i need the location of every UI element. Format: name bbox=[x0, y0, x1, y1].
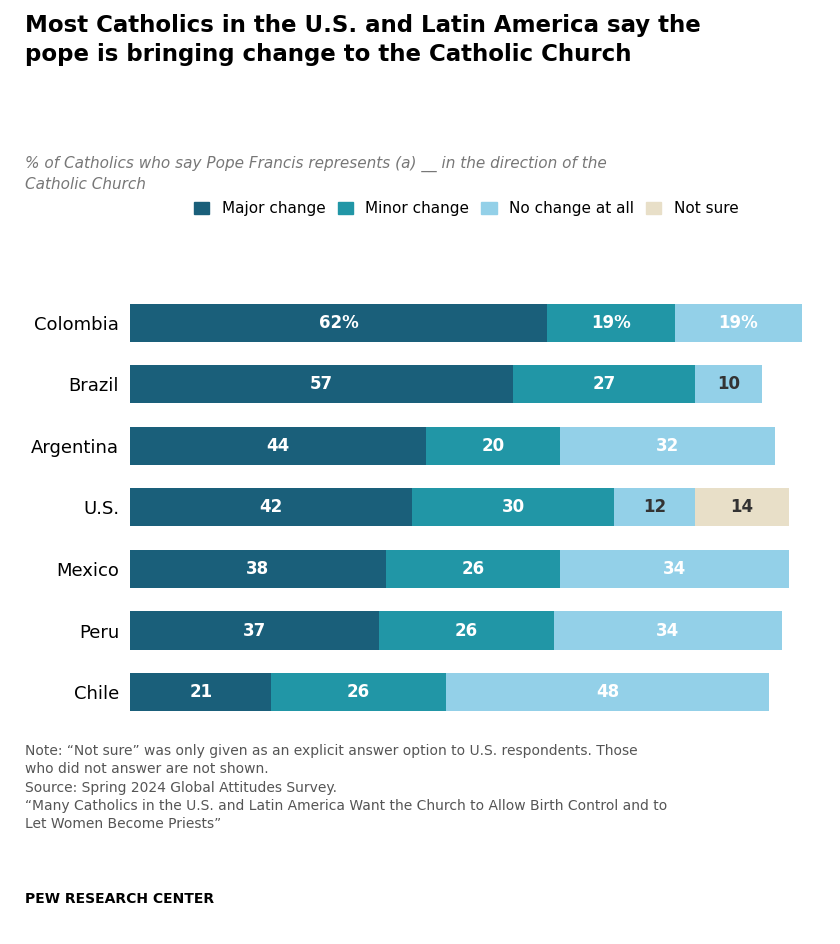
Bar bbox=[554, 612, 782, 649]
Bar bbox=[426, 427, 560, 464]
Bar bbox=[130, 612, 379, 649]
Text: 20: 20 bbox=[481, 437, 505, 455]
Text: 19%: 19% bbox=[591, 313, 631, 331]
Bar bbox=[379, 612, 554, 649]
Bar bbox=[695, 365, 762, 403]
Text: 57: 57 bbox=[310, 376, 333, 394]
Bar bbox=[130, 488, 412, 527]
Bar bbox=[560, 427, 775, 464]
Text: 26: 26 bbox=[454, 621, 478, 639]
Bar bbox=[547, 304, 675, 342]
Text: 44: 44 bbox=[266, 437, 290, 455]
Bar bbox=[130, 427, 426, 464]
Text: 19%: 19% bbox=[718, 313, 759, 331]
Text: 62%: 62% bbox=[318, 313, 359, 331]
Text: Note: “Not sure” was only given as an explicit answer option to U.S. respondents: Note: “Not sure” was only given as an ex… bbox=[25, 744, 668, 832]
Text: 34: 34 bbox=[656, 621, 680, 639]
Text: 10: 10 bbox=[717, 376, 740, 394]
Text: 14: 14 bbox=[730, 498, 753, 516]
Bar bbox=[130, 550, 386, 588]
Text: % of Catholics who say Pope Francis represents (a) __ in the direction of the
Ca: % of Catholics who say Pope Francis repr… bbox=[25, 156, 607, 192]
Bar bbox=[513, 365, 695, 403]
Bar bbox=[130, 673, 271, 711]
Bar bbox=[446, 673, 769, 711]
Text: 26: 26 bbox=[461, 560, 485, 578]
Bar bbox=[271, 673, 446, 711]
Bar bbox=[675, 304, 802, 342]
Bar bbox=[130, 365, 513, 403]
Legend: Major change, Minor change, No change at all, Not sure: Major change, Minor change, No change at… bbox=[194, 201, 738, 216]
Bar bbox=[560, 550, 789, 588]
Text: 12: 12 bbox=[643, 498, 666, 516]
Text: 27: 27 bbox=[592, 376, 616, 394]
Text: 38: 38 bbox=[246, 560, 270, 578]
Text: 37: 37 bbox=[243, 621, 266, 639]
Text: 34: 34 bbox=[663, 560, 686, 578]
Bar bbox=[412, 488, 614, 527]
Text: Most Catholics in the U.S. and Latin America say the
pope is bringing change to : Most Catholics in the U.S. and Latin Ame… bbox=[25, 14, 701, 65]
Bar bbox=[130, 304, 547, 342]
Text: 32: 32 bbox=[656, 437, 680, 455]
Text: 30: 30 bbox=[501, 498, 525, 516]
Text: 26: 26 bbox=[347, 683, 370, 701]
Text: 42: 42 bbox=[260, 498, 283, 516]
Bar bbox=[386, 550, 560, 588]
Bar bbox=[614, 488, 695, 527]
Text: 48: 48 bbox=[596, 683, 619, 701]
Text: 21: 21 bbox=[189, 683, 213, 701]
Text: PEW RESEARCH CENTER: PEW RESEARCH CENTER bbox=[25, 892, 214, 906]
Bar bbox=[695, 488, 789, 527]
